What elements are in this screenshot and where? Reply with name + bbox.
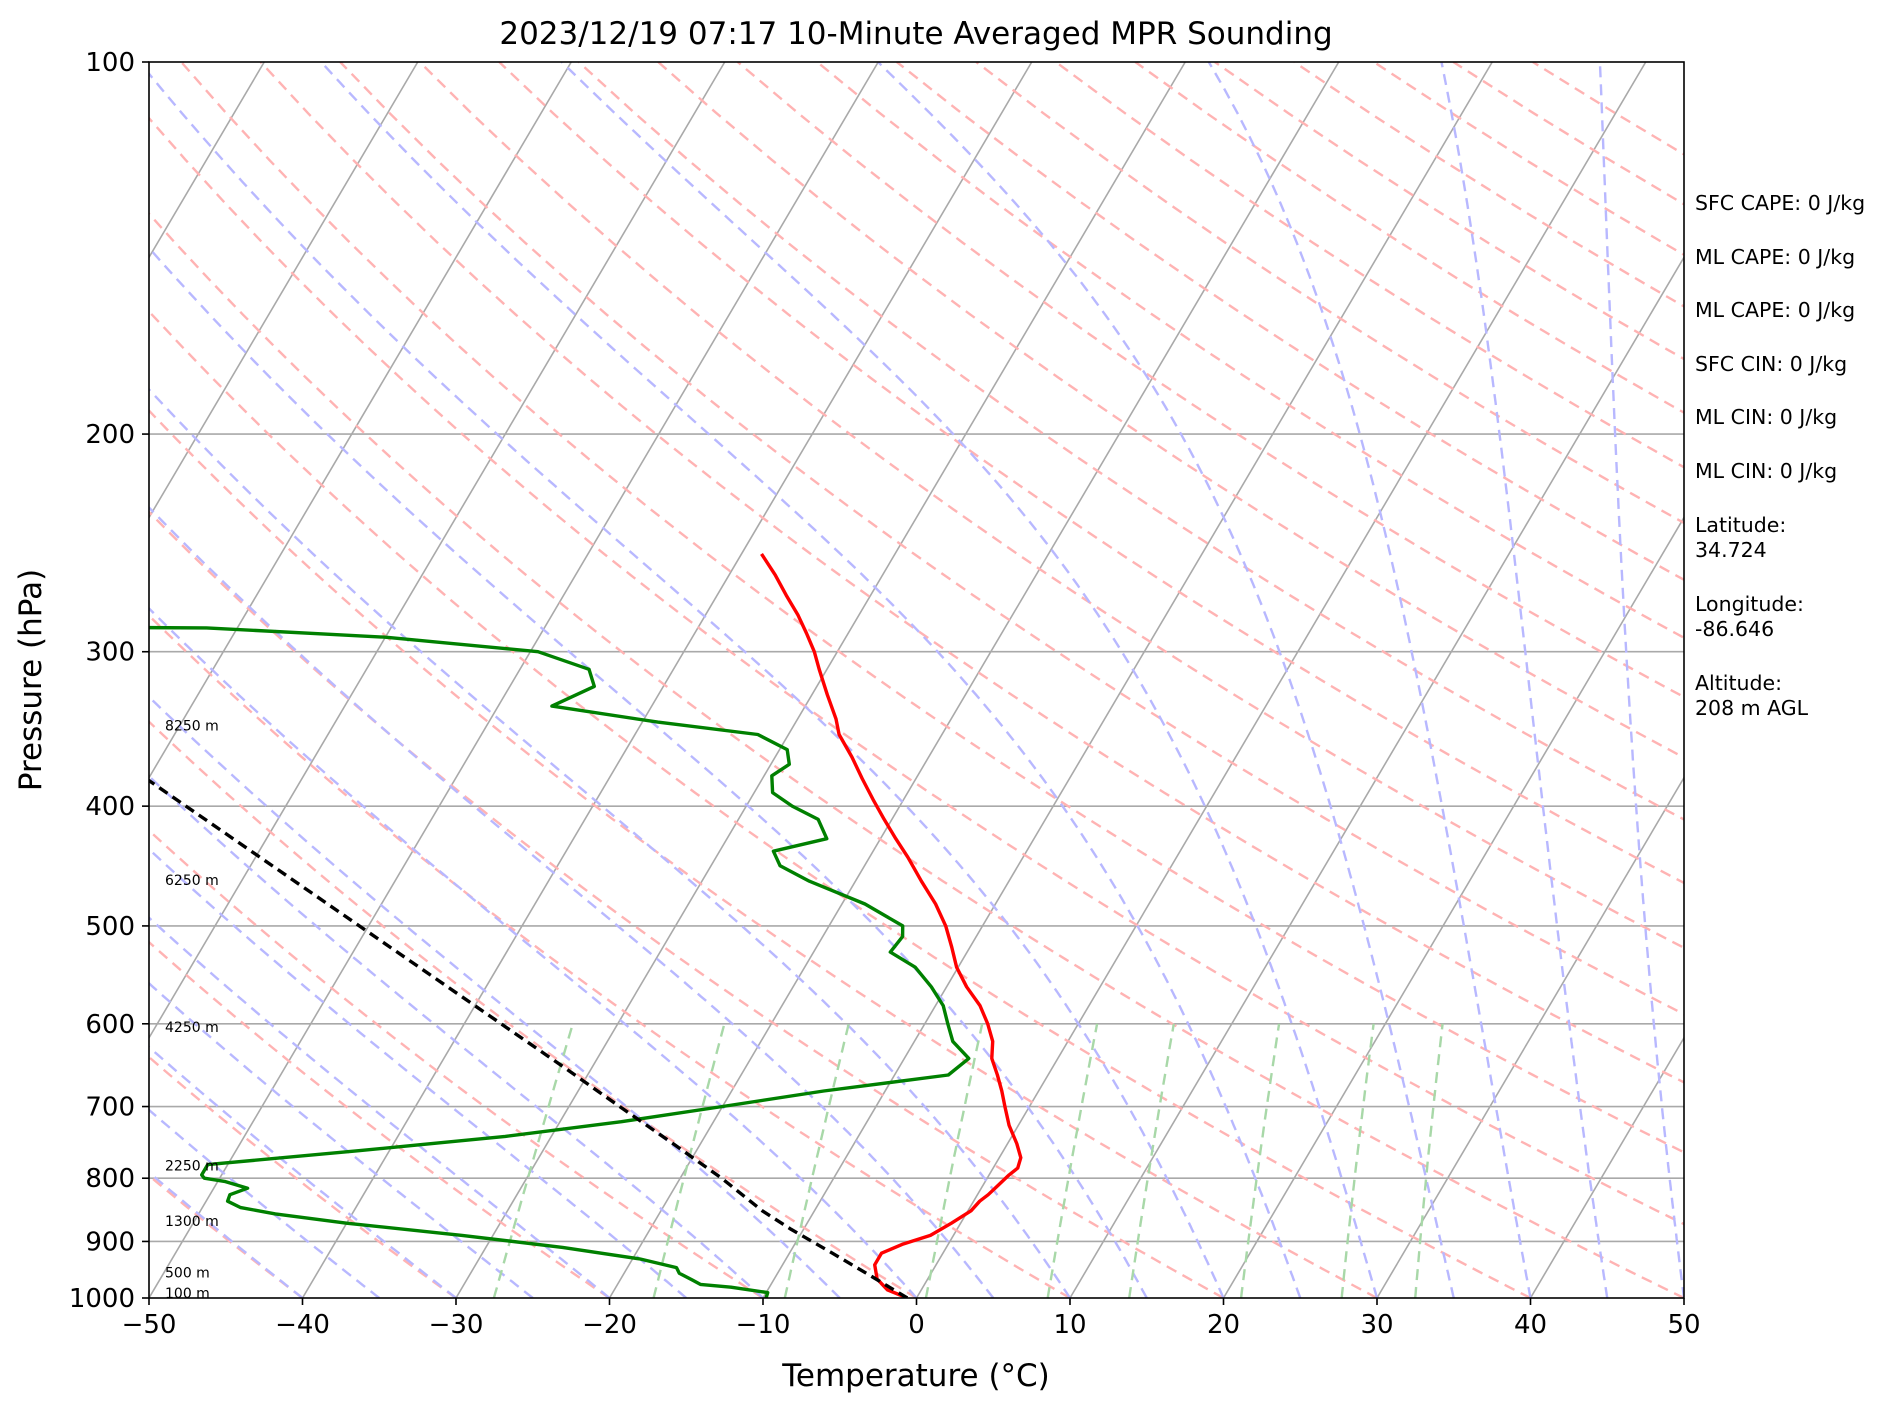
isotherm-line bbox=[455, 62, 1186, 1298]
dry-adiabat-line bbox=[149, 408, 1378, 1298]
temperature-profile bbox=[760, 552, 1023, 1298]
dry-adiabat-line bbox=[149, 1055, 457, 1298]
height-label: 1300 m bbox=[165, 1214, 219, 1230]
mixing-ratio-line bbox=[924, 1023, 984, 1298]
x-tick-label: −50 bbox=[122, 1310, 177, 1340]
mixing-ratio-line bbox=[1239, 1023, 1281, 1298]
height-label: 4250 m bbox=[165, 1020, 219, 1036]
info-line: Latitude: bbox=[1695, 513, 1786, 537]
mixing-ratio-line bbox=[1046, 1023, 1099, 1298]
info-line: 34.724 bbox=[1695, 538, 1767, 562]
dry-adiabat-line bbox=[149, 720, 918, 1298]
y-tick-label: 600 bbox=[85, 1010, 135, 1040]
height-label: 100 m bbox=[165, 1286, 210, 1302]
isotherm-line bbox=[915, 62, 1647, 1298]
moist-adiabat-line bbox=[149, 387, 1071, 1298]
x-tick-label: 0 bbox=[908, 1310, 925, 1340]
height-label: 6250 m bbox=[165, 873, 219, 889]
info-line: SFC CIN: 0 J/kg bbox=[1695, 352, 1847, 376]
dry-adiabat-line bbox=[149, 613, 1071, 1298]
x-tick-label: 40 bbox=[1514, 1310, 1547, 1340]
info-line: ML CAPE: 0 J/kg bbox=[1695, 245, 1855, 269]
mixing-ratio-line bbox=[783, 1023, 850, 1298]
dry-adiabat-line bbox=[657, 62, 1684, 759]
moist-adiabat-line bbox=[1598, 62, 1684, 1298]
moist-adiabat-line bbox=[149, 695, 841, 1298]
moist-adiabat-line bbox=[149, 774, 764, 1298]
x-tick-label: −40 bbox=[275, 1310, 330, 1340]
isotherm-line bbox=[608, 62, 1340, 1298]
mixing-ratio-line bbox=[1414, 1023, 1444, 1298]
info-line: ML CIN: 0 J/kg bbox=[1695, 405, 1837, 429]
x-axis-label: Temperature (°C) bbox=[781, 1358, 1050, 1394]
isotherm-line bbox=[1529, 1036, 1684, 1298]
dry-adiabat-line bbox=[339, 62, 1684, 1016]
y-tick-label: 500 bbox=[85, 912, 135, 942]
info-line: SFC CAPE: 0 J/kg bbox=[1695, 191, 1865, 215]
dry-adiabat-line bbox=[149, 940, 611, 1298]
moist-adiabat-line bbox=[149, 847, 688, 1298]
y-axis-label: Pressure (hPa) bbox=[13, 569, 49, 791]
y-tick-label: 800 bbox=[85, 1164, 135, 1194]
y-tick-label: 300 bbox=[85, 638, 135, 668]
isotherm-line bbox=[149, 62, 726, 1040]
moist-adiabat-line bbox=[149, 916, 611, 1298]
info-line: Longitude: bbox=[1695, 592, 1804, 616]
dry-adiabat-line bbox=[149, 212, 1684, 1298]
info-panel: SFC CAPE: 0 J/kg ML CAPE: 0 J/kg ML CAPE: … bbox=[1695, 191, 1865, 720]
x-tick-label: −30 bbox=[429, 1310, 484, 1340]
dry-adiabat-line bbox=[896, 62, 1684, 582]
isotherm-line bbox=[1069, 255, 1684, 1298]
dry-adiabat-line bbox=[149, 116, 1684, 1226]
isotherm-line bbox=[149, 62, 419, 520]
dewpoint-profile bbox=[149, 625, 971, 1298]
dry-adiabat-line bbox=[180, 62, 1684, 1154]
x-tick-label: 30 bbox=[1360, 1310, 1393, 1340]
mixing-ratio-line bbox=[1128, 1023, 1175, 1298]
isotherm-line bbox=[762, 62, 1493, 1298]
height-label: 500 m bbox=[165, 1265, 210, 1281]
isotherm-line bbox=[1376, 776, 1684, 1298]
dry-adiabat-line bbox=[259, 62, 1684, 1084]
parcel-profile bbox=[149, 778, 909, 1298]
chart-title: 2023/12/19 07:17 10-Minute Averaged MPR … bbox=[499, 16, 1332, 52]
moist-adiabat-line bbox=[149, 246, 1148, 1298]
info-line: Altitude: bbox=[1695, 671, 1782, 695]
dry-adiabat-line bbox=[149, 309, 1532, 1298]
y-tick-label: 900 bbox=[85, 1227, 135, 1257]
mixing-ratio-line bbox=[652, 1023, 726, 1298]
y-tick-label: 1000 bbox=[69, 1284, 135, 1314]
dry-adiabat-line bbox=[816, 62, 1684, 640]
isotherm-line bbox=[149, 62, 879, 1298]
moist-adiabat-line bbox=[877, 62, 1455, 1298]
info-line: 208 m AGL bbox=[1695, 696, 1809, 720]
x-tick-label: −20 bbox=[582, 1310, 637, 1340]
mixing-ratio-line bbox=[492, 1023, 574, 1298]
info-line: ML CIN: 0 J/kg bbox=[1695, 459, 1837, 483]
info-line: -86.646 bbox=[1695, 617, 1774, 641]
y-tick-label: 700 bbox=[85, 1093, 135, 1123]
y-tick-label: 200 bbox=[85, 420, 135, 450]
moist-adiabat-line bbox=[560, 62, 1379, 1298]
height-label: 8250 m bbox=[165, 719, 219, 735]
mixing-ratio-line bbox=[1340, 1023, 1375, 1298]
moist-adiabat-line bbox=[149, 71, 1225, 1298]
dry-adiabat-line bbox=[498, 62, 1684, 885]
moist-adiabat-line bbox=[320, 62, 1302, 1298]
moist-adiabat-line bbox=[149, 606, 918, 1298]
x-tick-label: −10 bbox=[736, 1310, 791, 1340]
y-tick-label: 100 bbox=[85, 48, 135, 78]
moist-adiabat-line bbox=[149, 505, 995, 1298]
moist-adiabat-line bbox=[1207, 62, 1532, 1298]
dry-adiabat-line bbox=[149, 828, 764, 1298]
x-tick-label: 50 bbox=[1667, 1310, 1700, 1340]
height-label: 2250 m bbox=[165, 1159, 219, 1175]
x-tick-label: 20 bbox=[1207, 1310, 1240, 1340]
isotherm-line bbox=[149, 62, 572, 780]
info-line: ML CAPE: 0 J/kg bbox=[1695, 298, 1855, 322]
y-tick-label: 400 bbox=[85, 792, 135, 822]
x-tick-label: 10 bbox=[1053, 1310, 1086, 1340]
isotherm-line bbox=[1222, 515, 1684, 1298]
